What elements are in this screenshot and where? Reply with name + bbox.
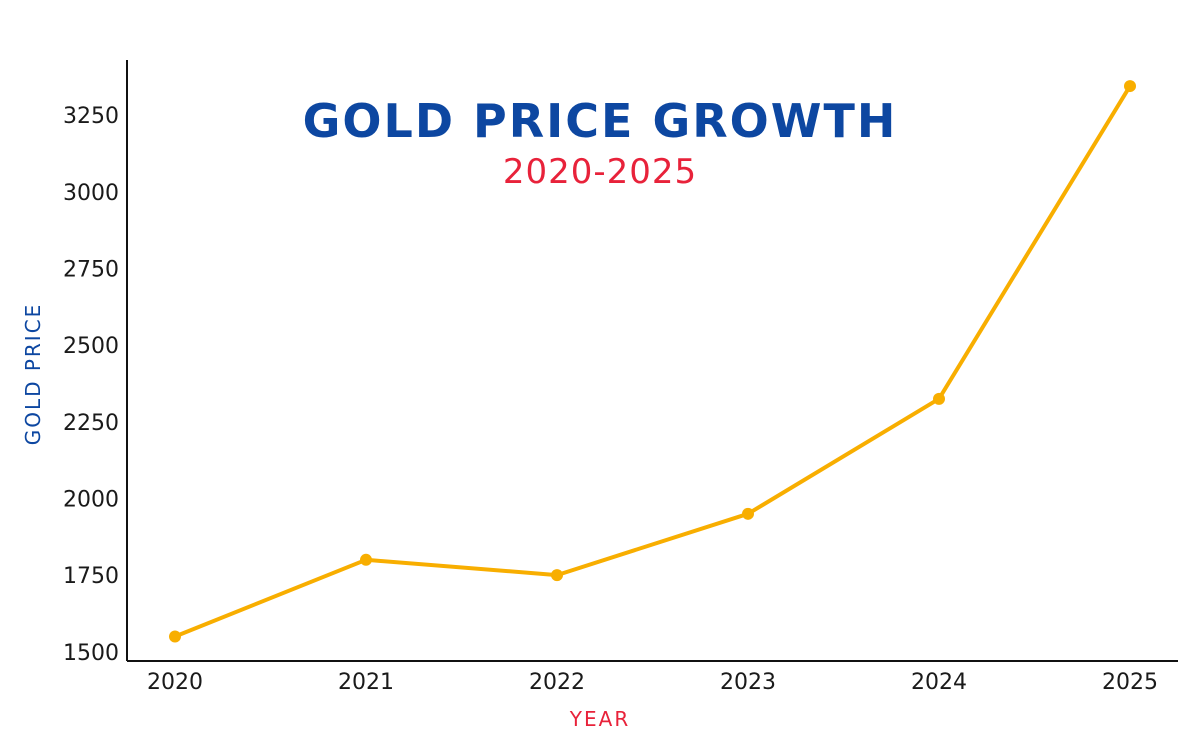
data-point [360, 553, 372, 566]
x-axis-title: YEAR [569, 707, 630, 731]
data-point [742, 507, 754, 520]
x-tick-label: 2025 [1102, 670, 1158, 695]
y-tick-label: 2250 [63, 411, 119, 436]
y-tick-label: 2750 [63, 258, 119, 283]
y-tick-label: 2500 [63, 334, 119, 359]
y-tick-label: 3250 [63, 104, 119, 129]
x-tick-label: 2024 [911, 670, 967, 695]
y-tick-labels: 1500 1750 2000 2250 2500 2750 3000 3250 [63, 104, 119, 666]
y-tick-label: 1500 [63, 641, 119, 666]
x-tick-label: 2023 [720, 670, 776, 695]
chart-title: GOLD PRICE GROWTH [303, 94, 898, 148]
data-point [169, 630, 181, 643]
y-tick-label: 3000 [63, 181, 119, 206]
series-line [173, 84, 1132, 639]
x-tick-labels: 2020 2021 2022 2023 2024 2025 [147, 670, 1158, 695]
y-tick-label: 2000 [63, 487, 119, 512]
data-point [1124, 80, 1136, 93]
x-tick-label: 2022 [529, 670, 585, 695]
y-axis-title: GOLD PRICE [21, 303, 45, 446]
series [169, 80, 1136, 643]
axes [126, 60, 1178, 662]
x-tick-label: 2021 [338, 670, 394, 695]
y-tick-label: 1750 [63, 564, 119, 589]
chart-subtitle: 2020-2025 [503, 152, 697, 192]
x-tick-label: 2020 [147, 670, 203, 695]
data-point [551, 569, 563, 582]
data-point [933, 392, 945, 405]
